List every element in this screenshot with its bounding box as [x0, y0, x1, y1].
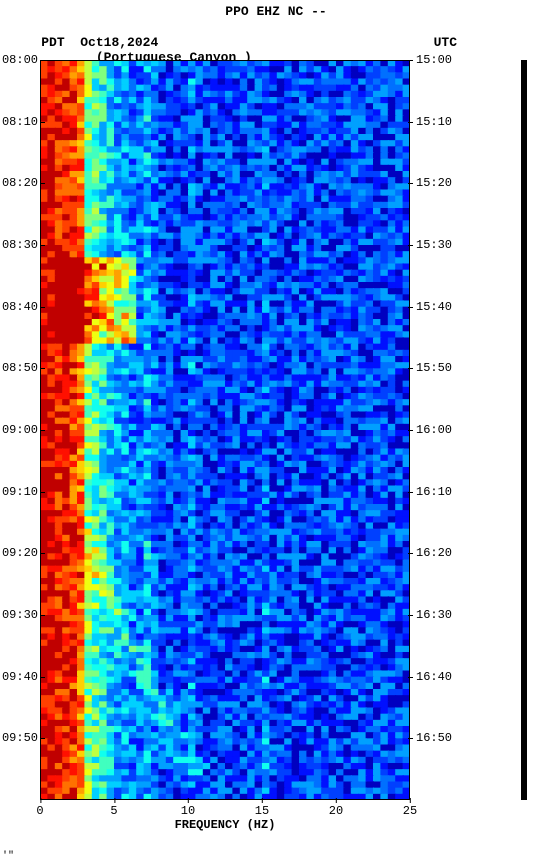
y-tick-right: 16:40	[416, 670, 452, 684]
spectrogram-plot	[40, 60, 410, 800]
left-tz-label: PDT	[41, 35, 64, 50]
x-axis-label: FREQUENCY (HZ)	[40, 818, 410, 832]
footer-mark: '"	[2, 851, 14, 862]
y-tick-right: 16:50	[416, 731, 452, 745]
date-label: Oct18,2024	[80, 35, 158, 50]
x-tick: 0	[36, 804, 43, 818]
x-tick: 5	[110, 804, 117, 818]
y-tick-right: 16:10	[416, 485, 452, 499]
y-tick-left: 09:30	[0, 608, 38, 622]
figure-root: PPO EHZ NC -- PDT Oct18,2024 (Portuguese…	[0, 0, 552, 864]
y-tick-right: 15:30	[416, 238, 452, 252]
title-line-1: PPO EHZ NC --	[0, 4, 552, 19]
y-tick-right: 15:00	[416, 53, 452, 67]
x-tick: 20	[329, 804, 343, 818]
color-scale-bar	[521, 60, 527, 800]
y-tick-left: 08:20	[0, 176, 38, 190]
y-tick-left: 08:10	[0, 115, 38, 129]
y-tick-left: 08:30	[0, 238, 38, 252]
y-tick-right: 16:00	[416, 423, 452, 437]
y-tick-left: 09:20	[0, 546, 38, 560]
y-tick-right: 16:20	[416, 546, 452, 560]
y-tick-right: 15:40	[416, 300, 452, 314]
y-tick-left: 09:00	[0, 423, 38, 437]
y-tick-left: 08:00	[0, 53, 38, 67]
x-tick: 10	[181, 804, 195, 818]
y-tick-right: 15:10	[416, 115, 452, 129]
y-tick-left: 09:50	[0, 731, 38, 745]
x-tick: 25	[403, 804, 417, 818]
y-tick-left: 09:40	[0, 670, 38, 684]
y-tick-right: 15:20	[416, 176, 452, 190]
right-tz-label: UTC	[434, 35, 457, 50]
y-tick-right: 16:30	[416, 608, 452, 622]
y-tick-right: 15:50	[416, 361, 452, 375]
y-tick-left: 08:50	[0, 361, 38, 375]
spectrogram-canvas	[40, 60, 410, 800]
y-tick-left: 08:40	[0, 300, 38, 314]
x-tick: 15	[255, 804, 269, 818]
y-tick-left: 09:10	[0, 485, 38, 499]
title-block: PPO EHZ NC --	[0, 4, 552, 19]
